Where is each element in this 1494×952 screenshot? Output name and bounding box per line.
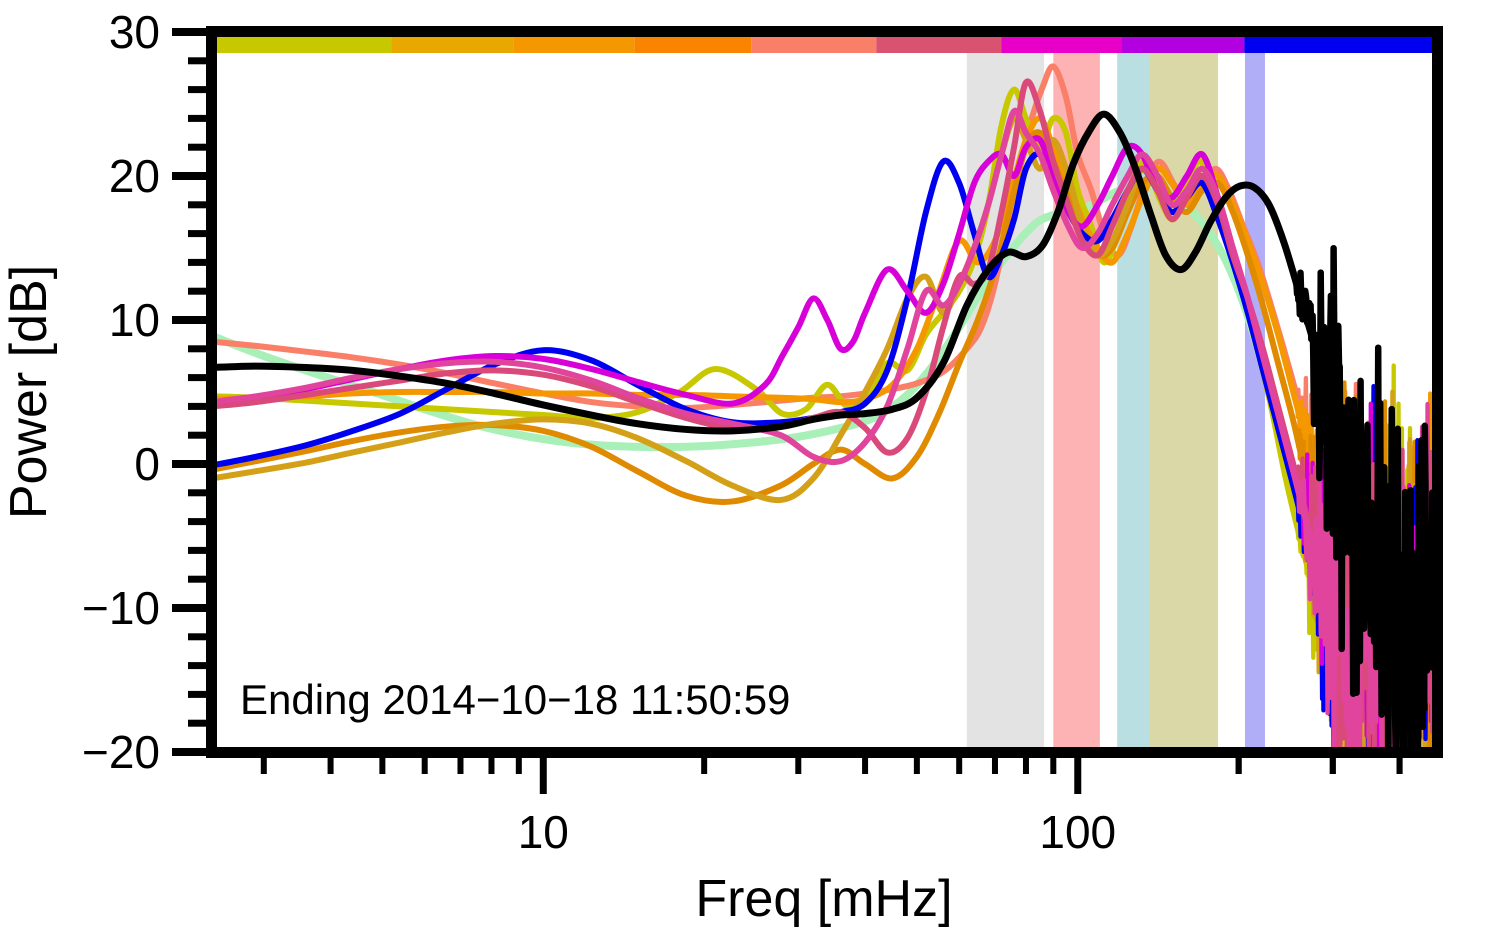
x-axis-title: Freq [mHz]	[695, 870, 952, 928]
colorbar-segment-4	[751, 37, 877, 53]
x-tick-minor-200	[1235, 752, 1242, 774]
y-tick-minor-4	[188, 402, 212, 410]
x-tick-minor-300	[1329, 752, 1336, 774]
x-tick-minor-50	[913, 752, 920, 774]
y-tick-major-10	[172, 316, 212, 324]
y-tick-minor-12	[188, 287, 212, 295]
y-tick-minor-16	[188, 230, 212, 238]
y-tick-label-3: 0	[134, 438, 160, 490]
y-tick-minor-28	[188, 57, 212, 65]
x-tick-minor-70	[991, 752, 998, 774]
y-tick-major-20	[172, 172, 212, 180]
y-tick-minor-22	[188, 143, 212, 151]
y-tick-minor--8	[188, 575, 212, 583]
colorbar-segment-5	[876, 37, 1002, 53]
series-traces-group	[212, 63, 1437, 752]
x-tick-minor-20	[701, 752, 708, 774]
x-tick-minor-3	[260, 752, 267, 774]
x-tick-minor-4	[327, 752, 334, 774]
y-tick-label-1: 20	[109, 150, 160, 202]
y-tick-label-5: −20	[82, 726, 160, 778]
y-tick-minor-26	[188, 86, 212, 94]
x-tick-minor-30	[795, 752, 802, 774]
x-tick-minor-400	[1396, 752, 1403, 774]
y-tick-minor-6	[188, 374, 212, 382]
x-tick-minor-6	[421, 752, 428, 774]
x-tick-minor-60	[956, 752, 963, 774]
colorbar-segment-0	[212, 37, 392, 53]
x-tick-minor-9	[515, 752, 522, 774]
plot-frame-right	[1432, 26, 1443, 758]
y-tick-minor--6	[188, 546, 212, 554]
plot-frame-top	[206, 26, 1443, 37]
y-tick-major-0	[172, 460, 212, 468]
y-tick-major-30	[172, 28, 212, 36]
colorbar-segment-2	[513, 37, 635, 53]
y-tick-minor--4	[188, 518, 212, 526]
x-tick-minor-8	[488, 752, 495, 774]
x-tick-minor-90	[1050, 752, 1057, 774]
plot-frame	[206, 26, 1443, 758]
x-tick-label-0: 10	[518, 806, 569, 858]
x-tick-minor-80	[1022, 752, 1029, 774]
y-tick-minor-24	[188, 114, 212, 122]
y-tick-minor--16	[188, 690, 212, 698]
y-tick-minor-14	[188, 258, 212, 266]
colorbar-segment-7	[1122, 37, 1245, 53]
colorbar-segment-8	[1244, 37, 1437, 53]
y-tick-minor--2	[188, 489, 212, 497]
x-tick-major-10	[539, 752, 547, 794]
y-tick-major--10	[172, 604, 212, 612]
y-tick-label-0: 30	[109, 6, 160, 58]
x-tick-minor-40	[862, 752, 869, 774]
colorbar-segment-1	[391, 37, 514, 53]
time-colorbar	[212, 37, 1437, 53]
colorbar-segment-3	[634, 37, 752, 53]
x-tick-minor-7	[457, 752, 464, 774]
y-tick-minor--14	[188, 662, 212, 670]
plot-frame-bottom	[206, 747, 1443, 758]
y-tick-major--20	[172, 748, 212, 756]
x-tick-label-1: 100	[1039, 806, 1116, 858]
y-tick-minor--12	[188, 633, 212, 641]
y-tick-minor-8	[188, 345, 212, 353]
series-mean-noise-tail	[1291, 244, 1437, 752]
y-tick-minor-18	[188, 201, 212, 209]
x-tick-minor-5	[379, 752, 386, 774]
y-tick-label-4: −10	[82, 582, 160, 634]
plot-frame-left	[206, 26, 217, 758]
colorbar-segment-6	[1001, 37, 1123, 53]
ending-timestamp-label: Ending 2014−10−18 11:50:59	[240, 676, 790, 723]
axis-ticks-group	[172, 28, 1403, 794]
x-tick-major-100	[1074, 752, 1082, 794]
y-tick-minor--18	[188, 719, 212, 727]
band-lavender	[1244, 52, 1265, 752]
y-tick-label-2: 10	[109, 294, 160, 346]
y-axis-title: Power [dB]	[0, 265, 58, 519]
y-tick-minor-2	[188, 431, 212, 439]
